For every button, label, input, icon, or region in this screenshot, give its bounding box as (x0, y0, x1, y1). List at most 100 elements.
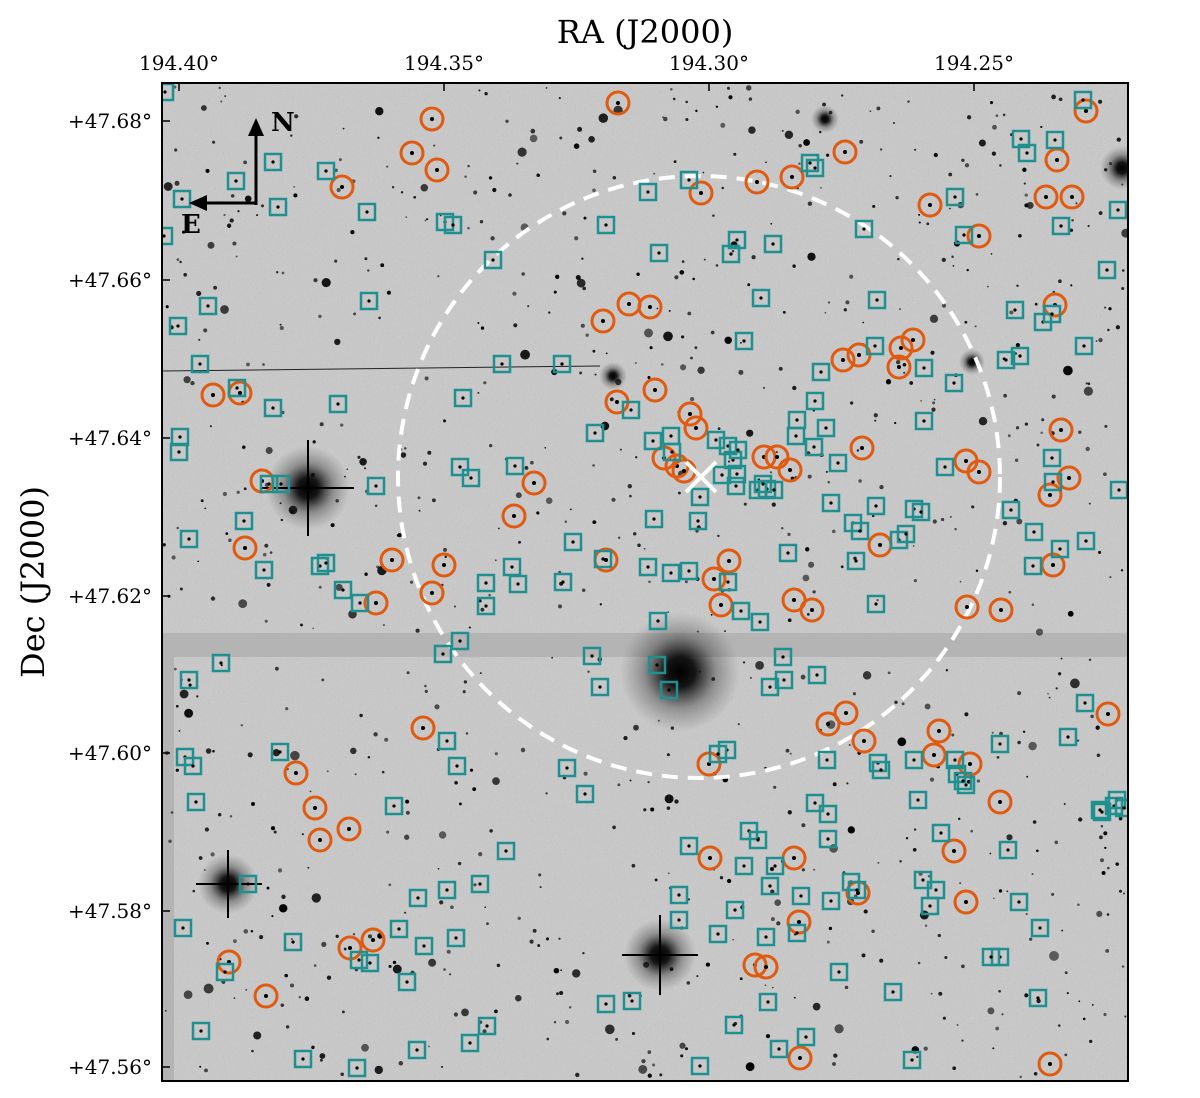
field-star (1016, 518, 1023, 525)
source-star (468, 1041, 472, 1045)
field-star (171, 555, 176, 560)
field-star (367, 756, 371, 759)
x-tick-label: 194.25° (934, 51, 1014, 75)
field-star (575, 1072, 580, 1078)
field-star (301, 833, 304, 836)
field-star (279, 325, 284, 331)
source-star (826, 837, 830, 841)
source-star (651, 439, 655, 443)
source-star (797, 920, 801, 924)
source-star (825, 758, 829, 762)
source-star (484, 581, 488, 585)
field-star (852, 692, 856, 696)
source-star (1019, 137, 1023, 141)
field-star (833, 1053, 838, 1058)
source-star (808, 161, 812, 165)
square-marker (723, 450, 743, 470)
square-marker (1042, 448, 1062, 468)
field-star (825, 470, 829, 474)
field-star (666, 753, 670, 757)
field-star (443, 547, 447, 552)
field-star (649, 346, 653, 350)
field-star (647, 375, 651, 380)
field-star (998, 889, 1003, 893)
source-star (1053, 138, 1057, 142)
field-star (1002, 521, 1008, 526)
circle-marker (1095, 701, 1121, 727)
square-marker (690, 1056, 710, 1076)
field-star (335, 583, 343, 591)
field-star (992, 124, 997, 130)
field-star (1024, 203, 1029, 208)
source-star (1100, 810, 1104, 814)
source-star (1059, 428, 1063, 432)
field-star (289, 983, 295, 988)
field-star (343, 947, 347, 951)
square-marker (867, 290, 887, 310)
field-star (644, 328, 653, 338)
source-star (430, 591, 434, 595)
field-star (1123, 892, 1125, 895)
field-star (872, 204, 876, 208)
field-star (1069, 228, 1074, 232)
field-star (956, 1024, 959, 1026)
source-star (719, 603, 723, 607)
source-star (565, 766, 569, 770)
circle-marker (1048, 417, 1074, 443)
circle-marker (1056, 465, 1082, 491)
source-star (953, 758, 957, 762)
field-star (863, 909, 868, 914)
square-marker (283, 932, 303, 952)
field-star (745, 1062, 755, 1072)
source-star (916, 798, 920, 802)
source-star (162, 234, 166, 238)
field-star (1067, 610, 1074, 617)
square-marker (179, 670, 199, 690)
source-star (441, 652, 445, 656)
field-star (954, 528, 957, 531)
source-star (739, 609, 743, 613)
square-marker (896, 524, 916, 544)
field-star (463, 680, 468, 684)
field-star (995, 114, 999, 118)
square-marker (359, 291, 379, 311)
y-tick-label: +47.58° (68, 899, 152, 923)
source-star (278, 750, 282, 754)
field-star (670, 88, 673, 91)
source-star (812, 445, 816, 449)
field-star (367, 269, 370, 272)
field-star (453, 605, 456, 608)
field-star (978, 416, 988, 426)
square-marker (728, 440, 748, 460)
field-star (909, 381, 914, 385)
square-marker (954, 225, 974, 245)
field-star (895, 360, 901, 365)
field-star (807, 474, 812, 479)
square-marker (450, 631, 470, 651)
field-star (319, 1058, 323, 1062)
source-star (782, 678, 786, 682)
field-star (498, 527, 500, 530)
square-marker (349, 950, 369, 970)
field-star (197, 560, 200, 563)
field-star (992, 1047, 995, 1050)
field-star (298, 996, 301, 999)
square-marker (811, 362, 831, 382)
y-tick-label: +47.56° (68, 1055, 152, 1079)
source-star (912, 758, 916, 762)
circle-marker (1059, 184, 1085, 210)
source-star (657, 251, 661, 255)
field-star (672, 97, 676, 101)
field-star (1047, 692, 1049, 695)
field-star (879, 958, 884, 963)
field-star (1064, 971, 1068, 975)
field-star (932, 401, 936, 405)
field-star (689, 396, 695, 402)
square-marker (190, 354, 210, 374)
field-star (697, 366, 705, 374)
field-star (902, 363, 907, 367)
field-star (583, 216, 587, 220)
field-star (1078, 1000, 1081, 1003)
sky-image (162, 83, 1128, 1081)
